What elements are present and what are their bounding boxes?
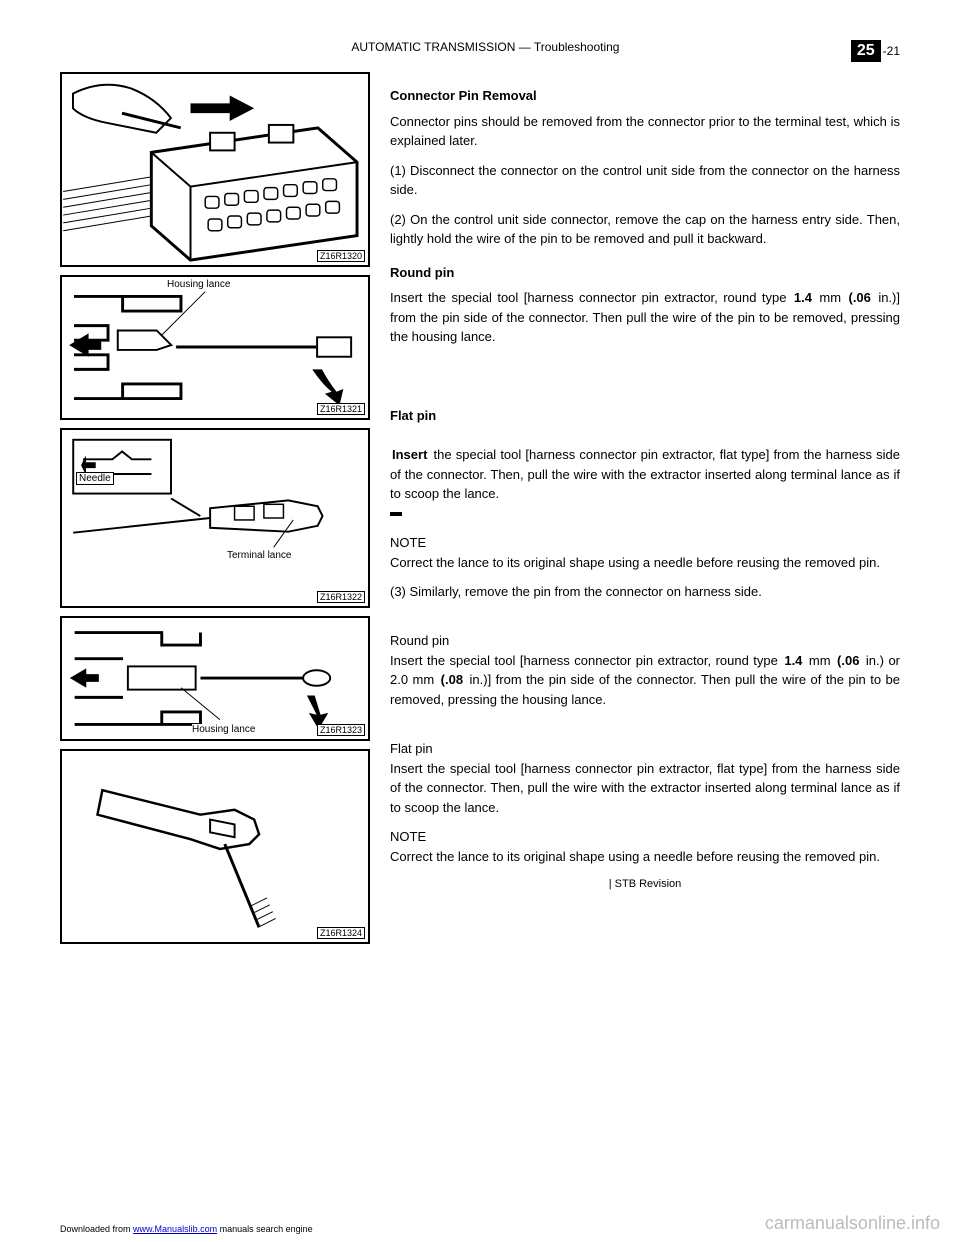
page-number: 25-21 [851, 40, 900, 62]
text: mm [814, 290, 847, 305]
insert-word: Insert [390, 447, 429, 462]
figure-label: Z16R1322 [317, 591, 365, 603]
paragraph: Insert the special tool [harness connect… [390, 288, 900, 347]
subsection-title: Flat pin [390, 408, 436, 423]
text: Insert the special tool [harness connect… [390, 290, 792, 305]
footer-suffix: manuals search engine [217, 1224, 313, 1234]
figure-label: Z16R1323 [317, 724, 365, 736]
paragraph: Connector pins should be removed from th… [390, 112, 900, 151]
figure-label: Z16R1321 [317, 403, 365, 415]
page-number-suffix: -21 [883, 44, 900, 58]
content-columns: Z16R1320 [60, 72, 900, 952]
figure-label: Z16R1320 [317, 250, 365, 262]
value: 1.4 [782, 653, 804, 668]
figure-flat-pin-needle: Needle Terminal lance Z16R1322 [60, 428, 370, 608]
figures-column: Z16R1320 [60, 72, 370, 952]
value: (.06 [846, 290, 872, 305]
text: mm [804, 653, 835, 668]
note-paragraph: NOTE Correct the lance to its original s… [390, 533, 900, 572]
header-title: AUTOMATIC TRANSMISSION — Troubleshooting [120, 40, 851, 54]
value: 1.4 [792, 290, 814, 305]
housing-lance-label: Housing lance [167, 279, 230, 290]
page: AUTOMATIC TRANSMISSION — Troubleshooting… [0, 0, 960, 1242]
section-title: Connector Pin Removal [390, 86, 900, 106]
page-number-box: 25 [851, 40, 881, 62]
paragraph: Flat pin Insert the special tool [harnes… [390, 387, 900, 524]
terminal-lance-label: Terminal lance [227, 550, 291, 561]
subsection-title: Round pin [390, 263, 900, 283]
watermark: carmanualsonline.info [765, 1213, 940, 1234]
text: in.)] from the pin side of the connector… [390, 672, 900, 707]
figure-connector-cap: Z16R1320 [60, 72, 370, 267]
paragraph: (3) Similarly, remove the pin from the c… [390, 582, 900, 602]
page-header: AUTOMATIC TRANSMISSION — Troubleshooting… [60, 40, 900, 62]
needle-label: Needle [76, 472, 114, 485]
text-column: Connector Pin Removal Connector pins sho… [390, 72, 900, 952]
stb-revision: | STB Revision [390, 876, 900, 893]
value: (.08 [439, 672, 465, 687]
footer-prefix: Downloaded from [60, 1224, 133, 1234]
figure-flat-extractor: Z16R1324 [60, 749, 370, 944]
paragraph: (1) Disconnect the connector on the cont… [390, 161, 900, 200]
paragraph: Flat pin Insert the special tool [harnes… [390, 739, 900, 817]
figure-harness-round-pin: Housing lance Z16R1323 [60, 616, 370, 741]
value: (.06 [835, 653, 861, 668]
note-paragraph: NOTE Correct the lance to its original s… [390, 827, 900, 866]
footer-link[interactable]: www.Manualslib.com [133, 1224, 217, 1234]
text: Round pin Insert the special tool [harne… [390, 633, 782, 668]
paragraph: Round pin Insert the special tool [harne… [390, 612, 900, 710]
paragraph: (2) On the control unit side connector, … [390, 210, 900, 249]
note-bracket-icon [390, 512, 402, 516]
housing-lance-label: Housing lance [192, 724, 255, 735]
figure-round-pin-section: Housing lance Z16R1321 [60, 275, 370, 420]
text: the special tool [harness connector pin … [390, 447, 900, 501]
figure-label: Z16R1324 [317, 927, 365, 939]
